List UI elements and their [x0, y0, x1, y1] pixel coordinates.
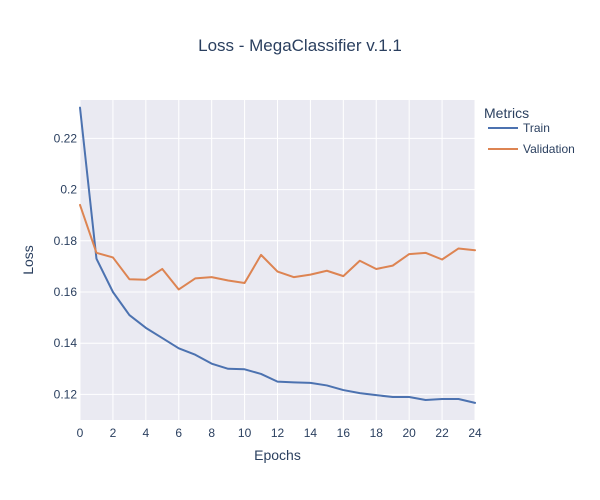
x-tick-labels: 0 2 4 6 8 10 12 14 16 18 20 22 24: [77, 426, 482, 440]
legend-title: Metrics: [484, 105, 529, 121]
train-legend-label: Train: [523, 121, 550, 135]
x-tick-label: 16: [337, 426, 351, 440]
validation-series-line: [79, 203, 476, 291]
x-tick-label: 6: [175, 426, 182, 440]
x-tick-label: 18: [370, 426, 384, 440]
y-tick-label: 0.2: [60, 183, 77, 197]
y-tick-labels: 0.12 0.14 0.16 0.18 0.2 0.22: [54, 131, 78, 401]
y-tick-label: 0.22: [54, 131, 78, 145]
train-series-line: [79, 106, 476, 404]
x-axis-title: Epochs: [254, 447, 301, 463]
chart-title: Loss - MegaClassifier v.1.1: [198, 36, 402, 55]
legend: Metrics Train Validation: [484, 105, 575, 156]
y-tick-label: 0.14: [54, 336, 78, 350]
y-tick-label: 0.16: [54, 285, 78, 299]
legend-items: Train Validation: [488, 121, 575, 156]
y-tick-label: 0.12: [54, 387, 78, 401]
y-axis-title: Loss: [20, 245, 36, 275]
x-tick-label: 12: [271, 426, 285, 440]
y-gridlines: [80, 137, 475, 395]
x-tick-label: 2: [110, 426, 117, 440]
x-tick-label: 14: [304, 426, 318, 440]
x-gridlines: [79, 100, 476, 420]
x-tick-label: 10: [238, 426, 252, 440]
y-tick-label: 0.18: [54, 234, 78, 248]
x-tick-label: 4: [142, 426, 149, 440]
series-lines: [79, 106, 476, 404]
x-tick-label: 20: [402, 426, 416, 440]
x-tick-label: 0: [77, 426, 84, 440]
validation-legend-label: Validation: [523, 142, 575, 156]
x-tick-label: 24: [468, 426, 482, 440]
x-tick-label: 22: [435, 426, 449, 440]
x-tick-label: 8: [208, 426, 215, 440]
